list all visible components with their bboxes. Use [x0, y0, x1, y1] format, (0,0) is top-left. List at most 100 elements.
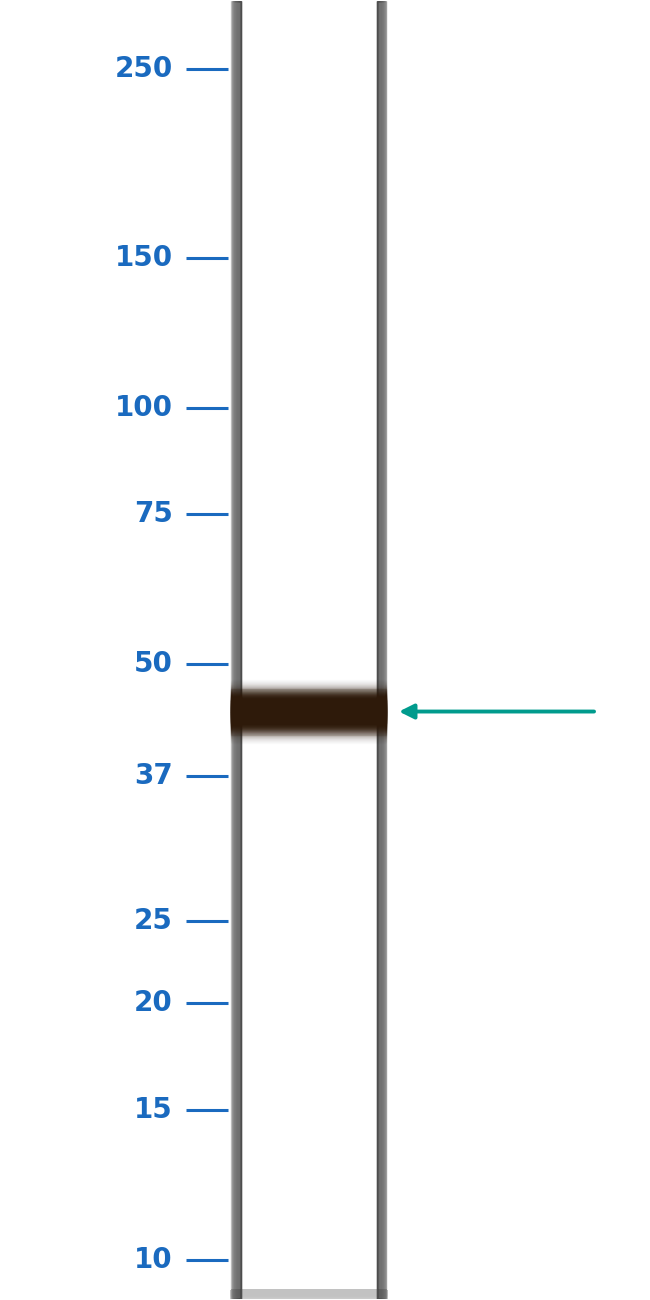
Bar	[231, 1291, 387, 1296]
Bar	[231, 1294, 387, 1297]
Bar	[231, 1291, 387, 1296]
Bar	[231, 1294, 387, 1297]
Bar	[231, 1292, 387, 1296]
Bar	[231, 1292, 387, 1297]
Bar	[231, 1294, 387, 1299]
Bar	[231, 734, 387, 742]
Bar	[231, 1294, 387, 1299]
Bar	[231, 1294, 387, 1299]
Bar	[231, 1290, 387, 1295]
Text: 15: 15	[134, 1096, 173, 1123]
Bar	[231, 693, 387, 702]
Bar	[231, 1294, 387, 1299]
Bar	[231, 1291, 387, 1295]
Bar	[231, 1294, 387, 1297]
Bar	[231, 1292, 387, 1297]
Bar	[231, 711, 387, 720]
Bar	[231, 1294, 387, 1299]
Bar	[231, 1294, 387, 1297]
Bar	[231, 1294, 387, 1297]
Bar	[231, 1294, 387, 1297]
Bar	[231, 1291, 387, 1295]
Bar	[231, 686, 387, 694]
Bar	[231, 732, 387, 740]
Bar	[239, 1, 241, 1299]
Bar	[231, 1294, 387, 1297]
Bar	[231, 1294, 387, 1297]
Bar	[231, 719, 387, 727]
Bar	[231, 1290, 387, 1295]
Bar	[231, 1292, 387, 1296]
Bar	[231, 1291, 387, 1295]
Bar	[231, 1294, 387, 1297]
Bar	[231, 1294, 387, 1297]
Bar	[231, 1292, 387, 1296]
Bar	[231, 1292, 387, 1296]
Bar	[238, 1, 241, 1299]
Bar	[231, 1291, 387, 1296]
Bar	[231, 696, 387, 703]
Bar	[231, 1292, 387, 1296]
Bar	[231, 1294, 387, 1297]
Bar	[231, 1292, 387, 1296]
Bar	[231, 1292, 387, 1296]
Bar	[231, 1292, 387, 1296]
Bar	[377, 1, 380, 1299]
Bar	[231, 1294, 387, 1297]
Bar	[231, 1291, 387, 1296]
Bar	[231, 1290, 387, 1295]
Bar	[231, 1291, 387, 1296]
Bar	[231, 1294, 387, 1297]
Bar	[231, 1294, 387, 1297]
Bar	[231, 1292, 387, 1296]
Bar	[231, 1291, 387, 1296]
Bar	[231, 1294, 387, 1299]
Bar	[231, 1294, 387, 1299]
Bar	[237, 1, 241, 1299]
Bar	[231, 1295, 387, 1299]
Bar	[231, 1294, 387, 1297]
Bar	[231, 1291, 387, 1295]
Bar	[231, 1291, 387, 1296]
Bar	[231, 1291, 387, 1296]
Bar	[377, 1, 378, 1299]
Bar	[231, 1294, 387, 1299]
Bar	[231, 1292, 387, 1296]
Bar	[231, 1294, 387, 1297]
Bar	[240, 1, 241, 1299]
Bar	[231, 1292, 387, 1296]
Bar	[231, 728, 387, 736]
Bar	[232, 1, 241, 1299]
Bar	[231, 1291, 387, 1295]
Bar	[231, 1292, 387, 1296]
Bar	[231, 1291, 387, 1295]
Bar	[231, 1291, 387, 1295]
Bar	[231, 1292, 387, 1297]
Bar	[231, 1290, 387, 1295]
Bar	[231, 1294, 387, 1297]
Bar	[231, 1291, 387, 1296]
Bar	[231, 1295, 387, 1299]
Bar	[231, 1291, 387, 1296]
Bar	[233, 1, 241, 1299]
Bar	[231, 1294, 387, 1297]
Bar	[231, 1292, 387, 1297]
Bar	[231, 1292, 387, 1297]
Bar	[231, 1292, 387, 1296]
Bar	[231, 1291, 387, 1295]
Bar	[236, 1, 241, 1299]
Bar	[231, 1291, 387, 1295]
Bar	[231, 1291, 387, 1295]
Bar	[377, 1, 386, 1299]
Bar	[231, 1292, 387, 1297]
Bar	[231, 1292, 387, 1296]
Bar	[231, 1294, 387, 1297]
Bar	[231, 1294, 387, 1297]
Bar	[231, 1292, 387, 1296]
Bar	[231, 1291, 387, 1295]
Bar	[231, 1291, 387, 1296]
Bar	[231, 690, 387, 698]
Bar	[231, 1294, 387, 1297]
Bar	[231, 1291, 387, 1296]
Bar	[231, 1292, 387, 1296]
